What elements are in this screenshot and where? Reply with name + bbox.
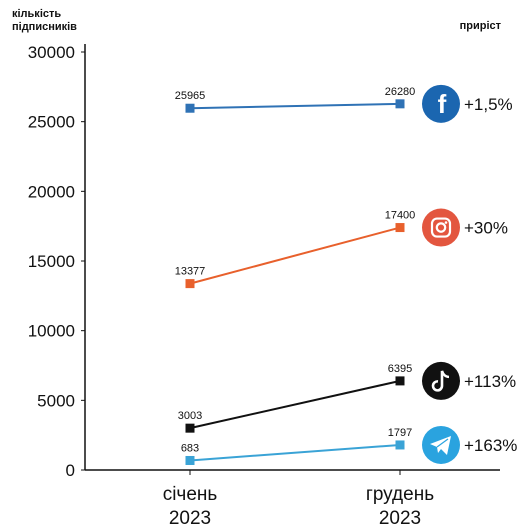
data-label: 683 [181, 442, 199, 454]
data-label: 6395 [388, 363, 412, 375]
series-line [189, 226, 401, 285]
instagram-icon [422, 208, 460, 247]
x-tick-label: грудень [366, 484, 434, 505]
series-line [189, 379, 401, 430]
data-point [185, 279, 195, 289]
growth-label: +30% [464, 219, 508, 238]
y-tick-label: 20000 [28, 182, 75, 201]
data-label: 17400 [385, 210, 416, 222]
series-line [189, 102, 401, 110]
x-tick-label: січень [163, 484, 218, 505]
data-label: 3003 [178, 410, 202, 422]
x-tick-label: 2023 [169, 508, 211, 524]
facebook-icon: f [422, 84, 460, 123]
growth-label: +163% [464, 436, 517, 455]
growth-column-title: приріст [459, 20, 501, 32]
data-point [185, 455, 195, 465]
tiktok-icon [422, 361, 460, 400]
data-label: 26280 [385, 86, 416, 98]
y-tick-label: 5000 [37, 391, 75, 410]
data-label: 1797 [388, 427, 412, 439]
data-point [185, 423, 195, 433]
svg-text:f: f [438, 89, 447, 119]
y-axis-title: кількість підписників [12, 8, 77, 33]
data-point [395, 99, 405, 109]
x-tick-label: 2023 [379, 508, 421, 524]
telegram-icon [422, 425, 460, 464]
data-label: 13377 [175, 266, 206, 278]
series-line [189, 443, 401, 462]
data-point [185, 103, 195, 113]
y-tick-label: 0 [66, 461, 75, 480]
y-tick-label: 30000 [28, 43, 75, 62]
growth-label: +1,5% [464, 95, 513, 114]
y-tick-label: 15000 [28, 252, 75, 271]
data-label: 25965 [175, 90, 206, 102]
data-point [395, 223, 405, 233]
growth-label: +113% [464, 372, 516, 391]
y-tick-label: 25000 [28, 113, 75, 132]
y-tick-label: 10000 [28, 322, 75, 341]
data-point [395, 440, 405, 450]
data-point [395, 376, 405, 386]
